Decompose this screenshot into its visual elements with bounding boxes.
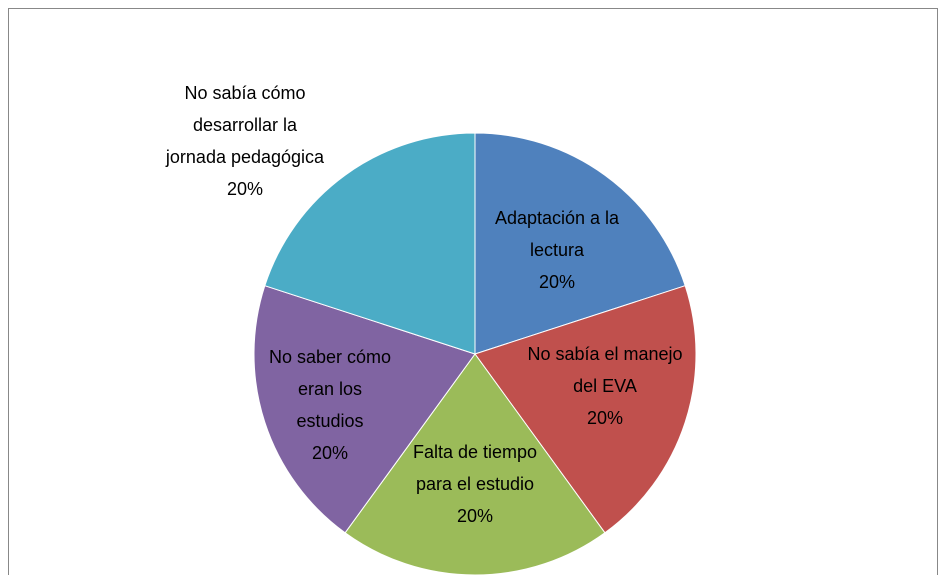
value-label: 20% [456,506,494,526]
category-label: Adaptación a la lectura [494,208,620,260]
slice-label: No sabía cómo desarrollar la jornada ped… [163,77,328,205]
slice-label: Adaptación a la lectura 20% [487,202,627,298]
value-label: 20% [586,408,624,428]
pie-slice [264,132,476,355]
slice-label: Falta de tiempo para el estudio 20% [410,436,540,532]
value-label: 20% [538,272,576,292]
value-label: 20% [226,179,264,199]
slice-label: No sabía el manejo del EVA 20% [525,338,685,434]
category-label: Falta de tiempo para el estudio [412,442,538,494]
pie-slice [474,132,686,355]
category-label: No saber cómo eran los estudios [268,347,392,431]
slice-label: No saber cómo eran los estudios 20% [265,341,395,469]
category-label: No sabía cómo desarrollar la jornada ped… [165,83,325,167]
value-label: 20% [311,443,349,463]
pie-slice [474,285,697,534]
pie-slice [253,285,476,534]
category-label: No sabía el manejo del EVA [527,344,683,396]
